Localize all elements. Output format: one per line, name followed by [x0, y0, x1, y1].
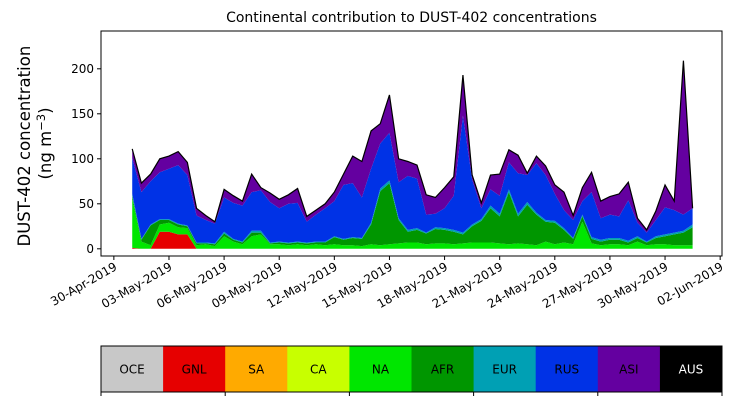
- area-series-eur: [132, 180, 693, 245]
- legend-label: OCE: [119, 362, 144, 376]
- y-axis-label-unit: (ng m: [36, 131, 55, 180]
- area-series-rus: [132, 115, 693, 244]
- legend-item-rus: RUS: [535, 346, 599, 392]
- legend-swatch: [659, 346, 723, 392]
- y-tick-label: 200: [71, 62, 94, 76]
- y-tick-label: 150: [71, 107, 94, 121]
- legend: OCE GNL SA CA NA AFR EUR RUS ASI AUS: [100, 345, 723, 396]
- area-series-gnl: [132, 231, 693, 249]
- legend-item-eur: EUR: [473, 346, 537, 392]
- y-axis-label-line2: (ng m−3): [34, 107, 55, 179]
- legend-label: RUS: [554, 362, 579, 376]
- plot-frame: [100, 30, 723, 257]
- area-series-na: [132, 198, 693, 249]
- axes: [100, 30, 723, 257]
- legend-label: ASI: [619, 362, 638, 376]
- legend-swatch: [411, 346, 474, 392]
- y-axis-label-superscript: −3: [34, 114, 48, 131]
- legend-label: SA: [248, 362, 265, 376]
- plot-area: [131, 60, 694, 249]
- total-line: [131, 60, 694, 232]
- legend-swatch: [225, 346, 288, 392]
- legend-item-afr: AFR: [411, 346, 474, 392]
- legend-label: GNL: [182, 362, 207, 376]
- legend-frame: [100, 345, 723, 393]
- legend-item-aus: AUS: [659, 346, 723, 392]
- legend-item-oce: OCE: [101, 346, 164, 392]
- legend-label: EUR: [492, 362, 517, 376]
- legend-swatch: [287, 346, 350, 392]
- chart-title: Continental contribution to DUST-402 con…: [226, 10, 597, 26]
- legend-item-sa: SA: [225, 346, 288, 392]
- legend-item-asi: ASI: [597, 346, 661, 392]
- legend-swatch: [349, 346, 412, 392]
- legend-item-ca: CA: [287, 346, 350, 392]
- legend-item-na: NA: [349, 346, 412, 392]
- legend-swatch: [597, 346, 661, 392]
- y-axis-label-line1: DUST-402 concentration: [15, 46, 34, 247]
- legend-label: NA: [372, 362, 390, 376]
- legend-item-gnl: GNL: [163, 346, 226, 392]
- legend-swatch: [535, 346, 599, 392]
- y-axis-label: DUST-402 concentration (ng m−3): [15, 40, 55, 246]
- legend-label: CA: [310, 362, 327, 376]
- legend-label: AFR: [431, 362, 454, 376]
- x-axis: 30-Apr-201903-May-201906-May-201909-May-…: [48, 256, 726, 311]
- legend-swatch: [163, 346, 226, 392]
- y-tick-label: 50: [79, 197, 94, 211]
- legend-label: AUS: [679, 362, 704, 376]
- area-series-afr: [132, 183, 693, 247]
- y-tick-label: 0: [86, 242, 94, 256]
- y-axis: 0 50 100 150 200: [71, 62, 101, 256]
- y-axis-label-close: ): [36, 107, 55, 113]
- legend-swatch: [101, 346, 164, 392]
- y-tick-label: 100: [71, 152, 94, 166]
- legend-swatch: [473, 346, 537, 392]
